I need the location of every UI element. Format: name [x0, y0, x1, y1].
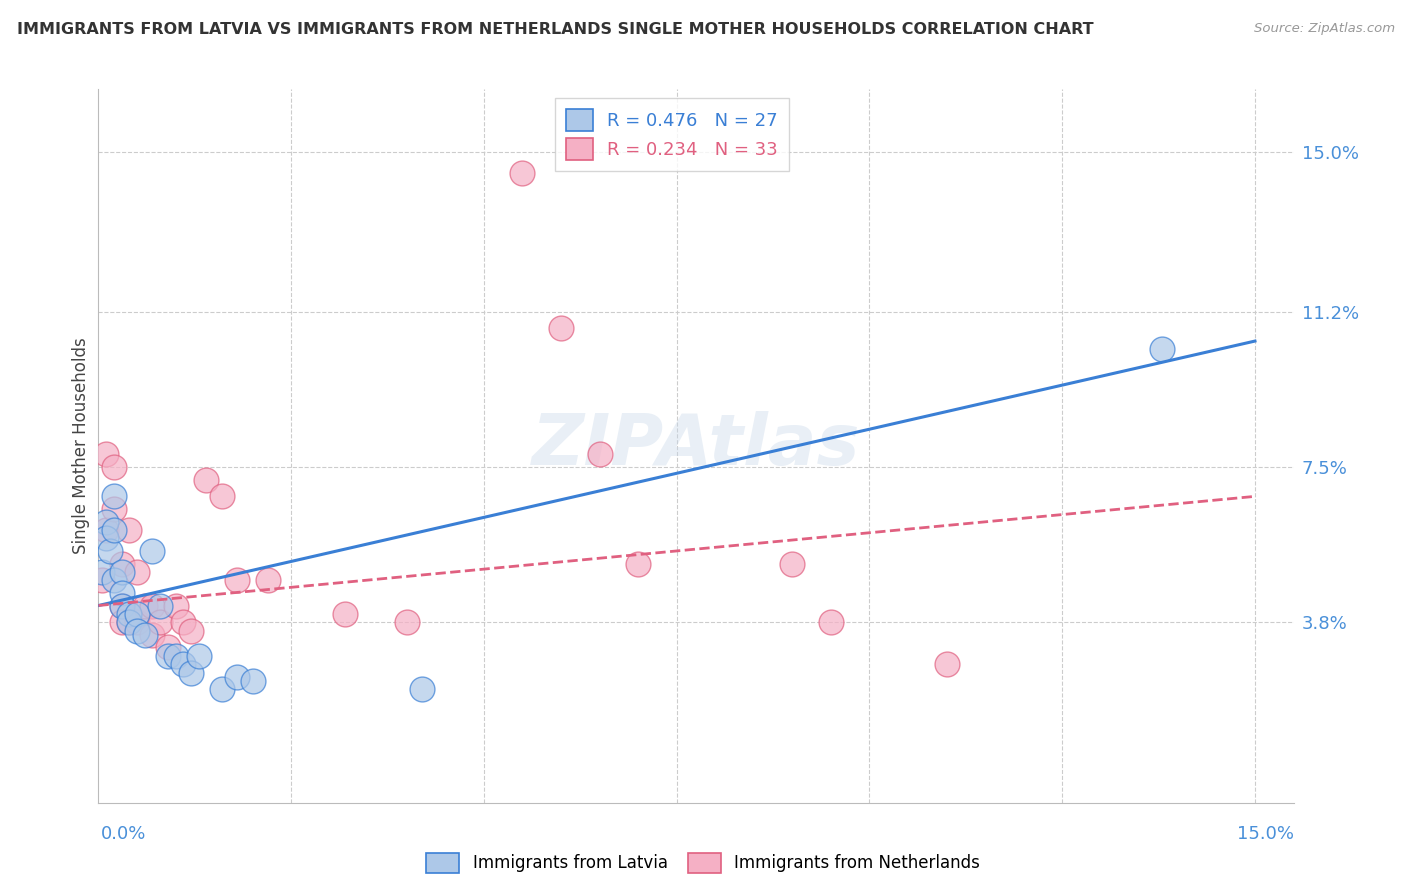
- Point: [149, 599, 172, 613]
- Point: [149, 615, 172, 630]
- Point: [118, 607, 141, 621]
- Point: [550, 321, 572, 335]
- Point: [141, 599, 163, 613]
- Point: [91, 565, 114, 579]
- Point: [110, 565, 132, 579]
- Point: [103, 502, 125, 516]
- Point: [156, 648, 179, 663]
- Point: [165, 648, 187, 663]
- Point: [1152, 343, 1174, 357]
- Point: [103, 574, 125, 588]
- Point: [172, 657, 194, 672]
- Point: [118, 523, 141, 537]
- Point: [141, 628, 163, 642]
- Point: [118, 615, 141, 630]
- Point: [125, 615, 148, 630]
- Point: [134, 599, 156, 613]
- Point: [226, 670, 249, 684]
- Point: [627, 557, 650, 571]
- Point: [411, 682, 433, 697]
- Point: [226, 574, 249, 588]
- Point: [211, 489, 233, 503]
- Point: [94, 515, 117, 529]
- Point: [395, 615, 418, 630]
- Point: [118, 615, 141, 630]
- Point: [103, 489, 125, 503]
- Point: [103, 460, 125, 475]
- Point: [180, 665, 202, 680]
- Point: [211, 682, 233, 697]
- Point: [588, 447, 610, 461]
- Point: [257, 574, 280, 588]
- Point: [110, 557, 132, 571]
- Point: [110, 615, 132, 630]
- Point: [125, 565, 148, 579]
- Text: IMMIGRANTS FROM LATVIA VS IMMIGRANTS FROM NETHERLANDS SINGLE MOTHER HOUSEHOLDS C: IMMIGRANTS FROM LATVIA VS IMMIGRANTS FRO…: [17, 22, 1094, 37]
- Point: [94, 447, 117, 461]
- Y-axis label: Single Mother Households: Single Mother Households: [72, 338, 90, 554]
- Text: 0.0%: 0.0%: [101, 825, 146, 843]
- Point: [180, 624, 202, 638]
- Point: [782, 557, 804, 571]
- Text: Source: ZipAtlas.com: Source: ZipAtlas.com: [1254, 22, 1395, 36]
- Point: [187, 648, 209, 663]
- Point: [110, 599, 132, 613]
- Point: [512, 166, 534, 180]
- Point: [94, 523, 117, 537]
- Point: [110, 586, 132, 600]
- Point: [110, 599, 132, 613]
- Point: [94, 532, 117, 546]
- Point: [103, 523, 125, 537]
- Legend: R = 0.476   N = 27, R = 0.234   N = 33: R = 0.476 N = 27, R = 0.234 N = 33: [555, 98, 789, 171]
- Point: [134, 628, 156, 642]
- Point: [91, 574, 114, 588]
- Point: [195, 473, 218, 487]
- Point: [156, 640, 179, 655]
- Point: [172, 615, 194, 630]
- Point: [333, 607, 356, 621]
- Point: [141, 544, 163, 558]
- Point: [935, 657, 957, 672]
- Legend: Immigrants from Latvia, Immigrants from Netherlands: Immigrants from Latvia, Immigrants from …: [419, 847, 987, 880]
- Text: 15.0%: 15.0%: [1236, 825, 1294, 843]
- Point: [125, 607, 148, 621]
- Point: [242, 674, 264, 689]
- Point: [165, 599, 187, 613]
- Text: ZIPAtlas: ZIPAtlas: [531, 411, 860, 481]
- Point: [125, 624, 148, 638]
- Point: [820, 615, 842, 630]
- Point: [98, 544, 121, 558]
